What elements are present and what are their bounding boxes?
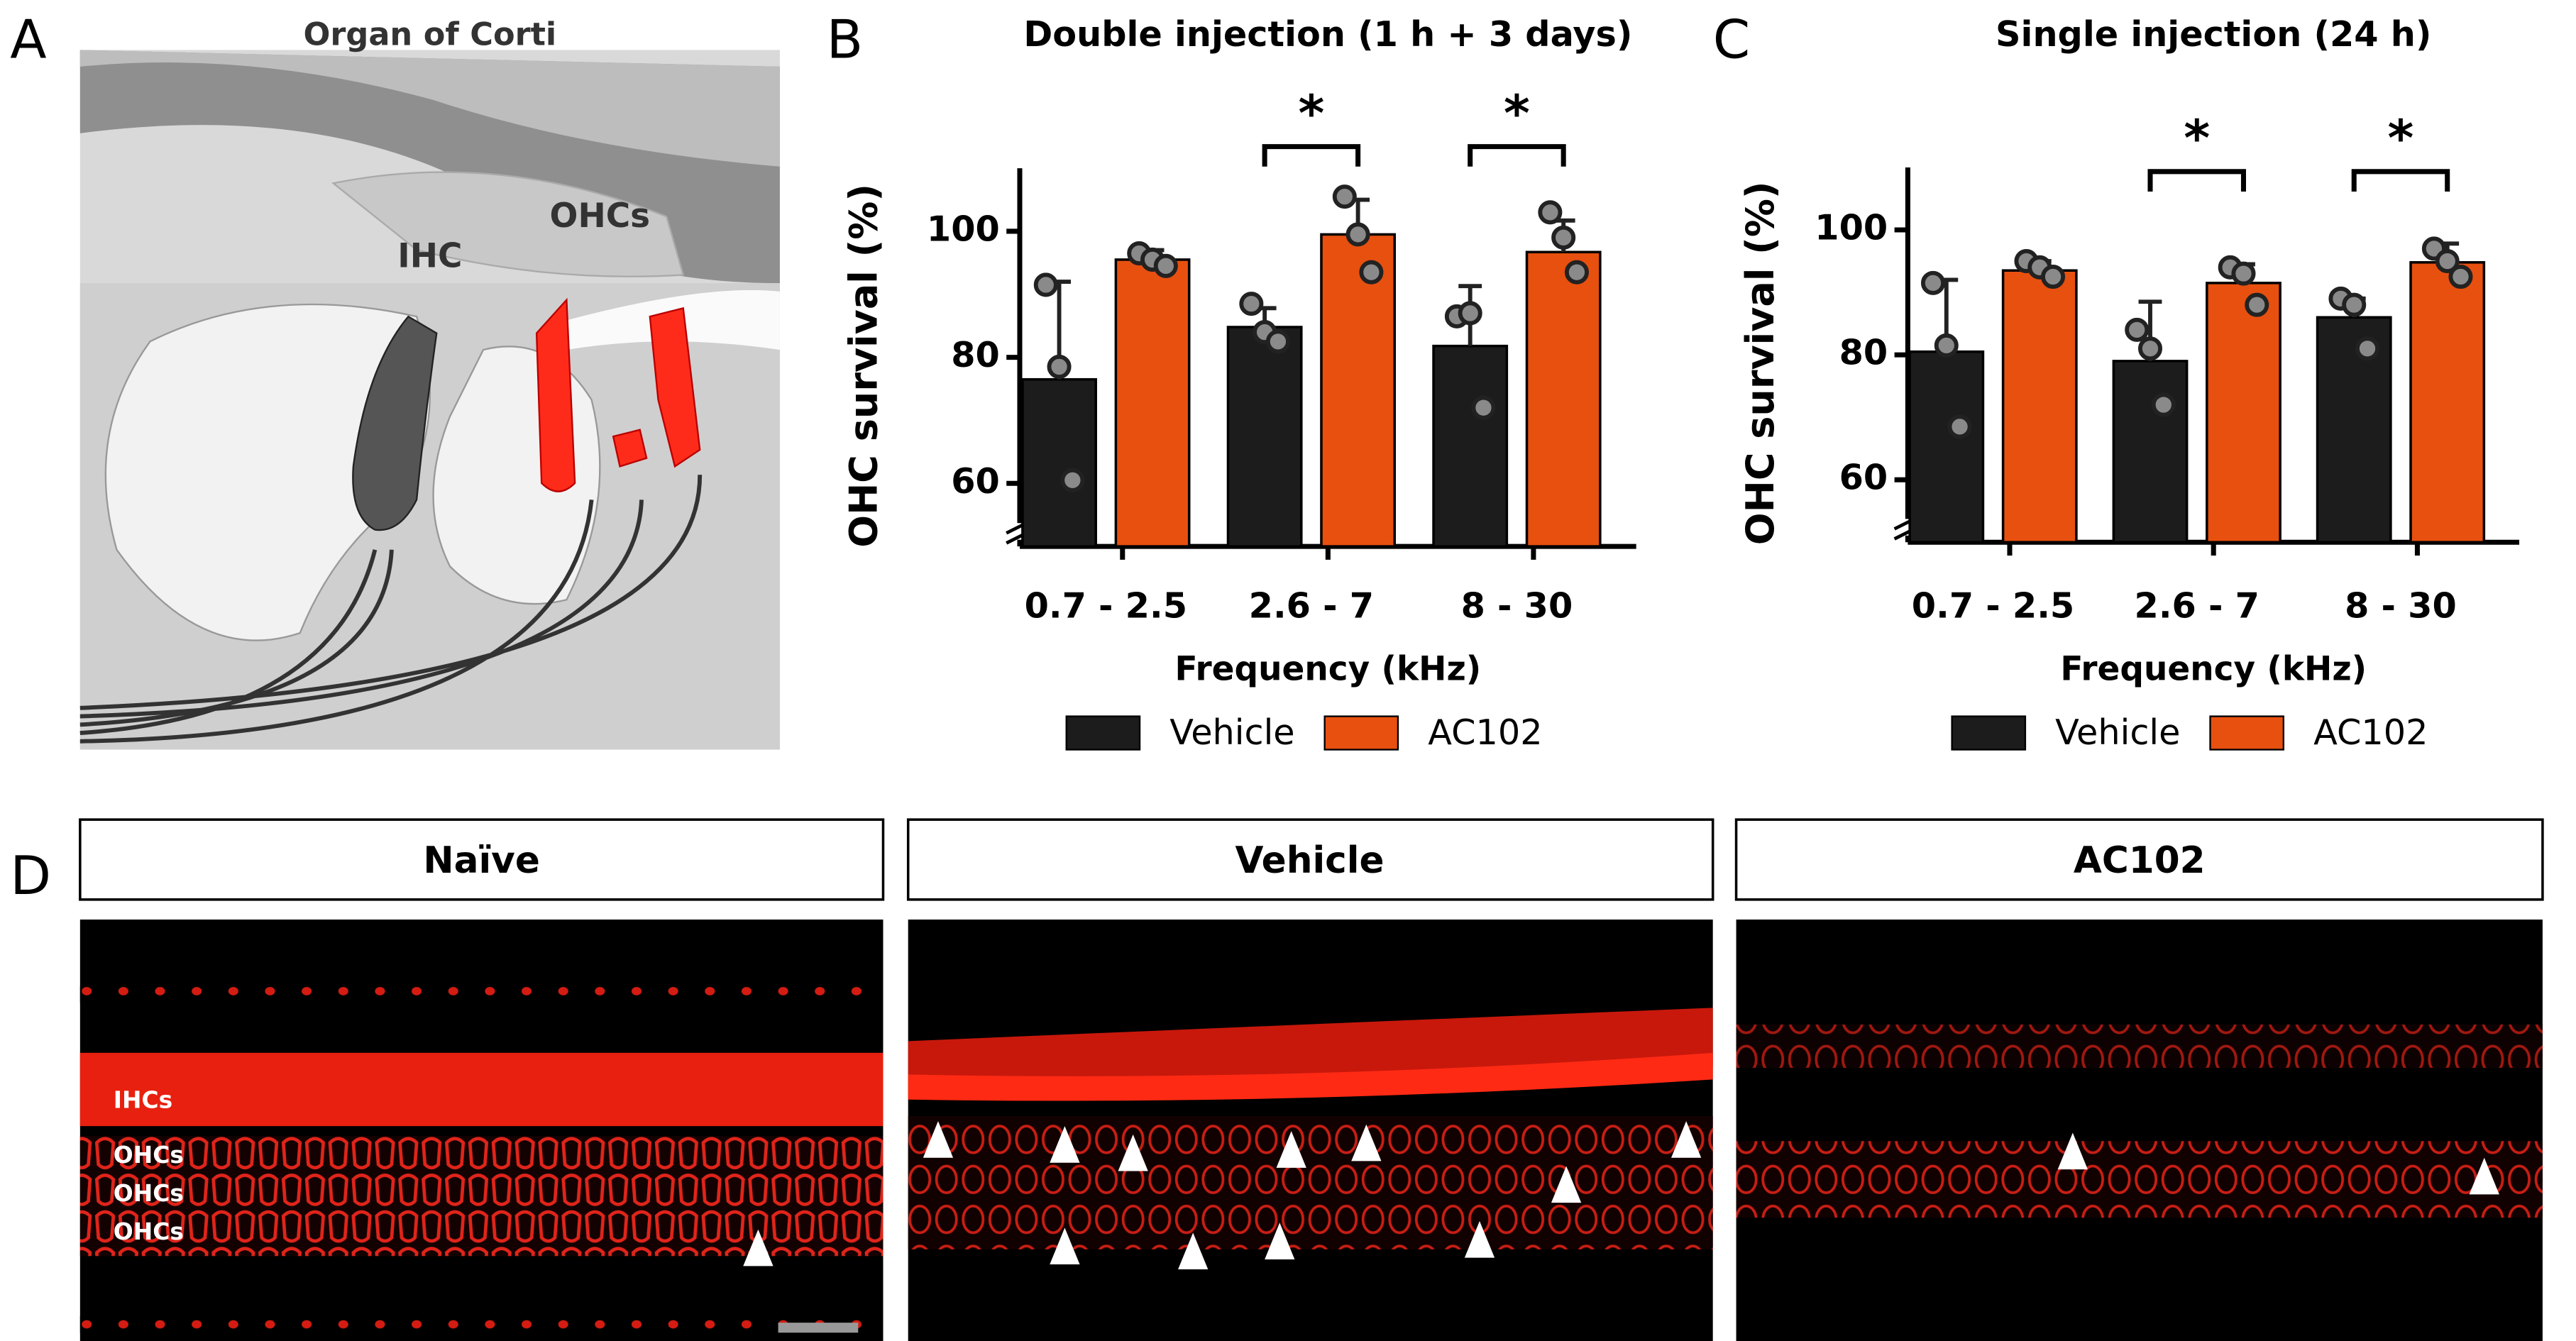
data-point bbox=[1047, 354, 1072, 379]
data-point bbox=[2137, 336, 2163, 361]
data-point bbox=[1359, 260, 1384, 285]
bar bbox=[1432, 344, 1509, 548]
micrograph-title: Vehicle bbox=[1235, 839, 1385, 882]
data-point bbox=[1033, 272, 1058, 297]
bar bbox=[1021, 377, 1097, 548]
data-point bbox=[1564, 260, 1589, 285]
chart-title: Double injection (1 h + 3 days) bbox=[1023, 13, 1632, 55]
data-point bbox=[2355, 336, 2380, 361]
bar bbox=[2112, 360, 2189, 543]
data-point bbox=[1538, 200, 1563, 225]
panel-label: C bbox=[1713, 9, 1750, 71]
x-axis-label: Frequency (kHz) bbox=[1174, 650, 1481, 689]
significance-bracket bbox=[1468, 144, 1566, 167]
bar bbox=[1114, 258, 1191, 548]
data-point bbox=[2151, 392, 2176, 417]
bar bbox=[2316, 316, 2392, 543]
bar bbox=[1525, 250, 1602, 548]
y-tick-label: 100 bbox=[927, 208, 1000, 249]
legend-swatch bbox=[2209, 715, 2284, 751]
diagram-label: OHCs bbox=[550, 197, 651, 236]
data-point bbox=[1920, 270, 1946, 295]
data-point bbox=[1934, 333, 1959, 358]
diagram-title: Organ of Corti bbox=[304, 16, 557, 53]
legend-swatch bbox=[1065, 715, 1141, 751]
bar bbox=[2409, 261, 2486, 543]
y-tick-label: 80 bbox=[951, 334, 1000, 375]
micrograph-label: OHCs bbox=[114, 1141, 184, 1169]
significance-label: * bbox=[1298, 84, 1324, 143]
y-axis-label: OHC survival (%) bbox=[842, 184, 886, 548]
panel-label: D bbox=[10, 844, 51, 907]
micrograph-label: IHCs bbox=[114, 1086, 172, 1113]
data-point bbox=[1265, 329, 1290, 354]
legend-swatch bbox=[1951, 715, 2027, 751]
x-tick-label: 0.7 - 2.5 bbox=[1025, 585, 1187, 626]
micrograph-title: Naïve bbox=[423, 839, 539, 882]
bar bbox=[2206, 282, 2281, 543]
y-tick-label: 80 bbox=[1839, 332, 1888, 373]
legend-label: AC102 bbox=[2313, 712, 2428, 753]
significance-label: * bbox=[2388, 109, 2414, 167]
x-tick-label: 8 - 30 bbox=[1461, 585, 1573, 626]
y-tick-label: 60 bbox=[951, 460, 1000, 502]
micrograph-title: AC102 bbox=[2074, 839, 2206, 882]
data-point bbox=[2448, 265, 2473, 289]
data-point bbox=[1471, 395, 1496, 420]
data-point bbox=[2245, 292, 2269, 317]
significance-bracket bbox=[2351, 169, 2450, 192]
data-point bbox=[1345, 222, 1370, 247]
x-tick-label: 0.7 - 2.5 bbox=[1912, 585, 2074, 626]
x-tick-label: 2.6 - 7 bbox=[2135, 585, 2259, 626]
chart-title: Single injection (24 h) bbox=[1996, 13, 2431, 55]
data-point bbox=[1060, 468, 1085, 492]
x-axis-label: Frequency (kHz) bbox=[2060, 650, 2367, 689]
legend-label: Vehicle bbox=[1169, 712, 1294, 753]
x-tick-label: 8 - 30 bbox=[2345, 585, 2457, 626]
data-point bbox=[2231, 261, 2256, 286]
y-tick-label: 100 bbox=[1815, 207, 1888, 248]
y-tick-label: 60 bbox=[1839, 457, 1888, 498]
data-point bbox=[2342, 292, 2367, 317]
data-point bbox=[1551, 225, 1576, 250]
y-axis-label: OHC survival (%) bbox=[1738, 181, 1783, 545]
micrograph-panel: Naïve Vehicle AC102 IHCs OHCs OHCs OHCs bbox=[79, 818, 2544, 1341]
legend-swatch bbox=[1323, 715, 1399, 751]
data-point bbox=[1153, 253, 1178, 278]
legend-label: AC102 bbox=[1428, 712, 1542, 753]
significance-bracket bbox=[1262, 144, 1361, 167]
panel-label: B bbox=[827, 9, 864, 71]
x-tick-label: 2.6 - 7 bbox=[1249, 585, 1374, 626]
micrograph-label: OHCs bbox=[114, 1218, 184, 1245]
diagram-label: IHC bbox=[397, 236, 462, 275]
significance-label: * bbox=[1504, 84, 1530, 143]
bar bbox=[1908, 350, 1985, 543]
data-point bbox=[2125, 317, 2150, 342]
panel-label: A bbox=[10, 9, 46, 71]
significance-label: * bbox=[2184, 109, 2210, 167]
organ-diagram: Organ of Corti IHC OHCs bbox=[79, 16, 780, 750]
significance-bracket bbox=[2147, 169, 2246, 192]
bar bbox=[1320, 233, 1397, 548]
data-point bbox=[1458, 301, 1482, 326]
data-point bbox=[2041, 265, 2066, 289]
data-point bbox=[2435, 249, 2460, 274]
legend-label: Vehicle bbox=[2055, 712, 2180, 753]
data-point bbox=[1947, 414, 1972, 439]
bar bbox=[2001, 269, 2078, 543]
bar bbox=[1226, 326, 1303, 548]
data-point bbox=[1239, 292, 1264, 316]
data-point bbox=[1332, 184, 1357, 209]
micrograph-label: OHCs bbox=[114, 1179, 184, 1207]
